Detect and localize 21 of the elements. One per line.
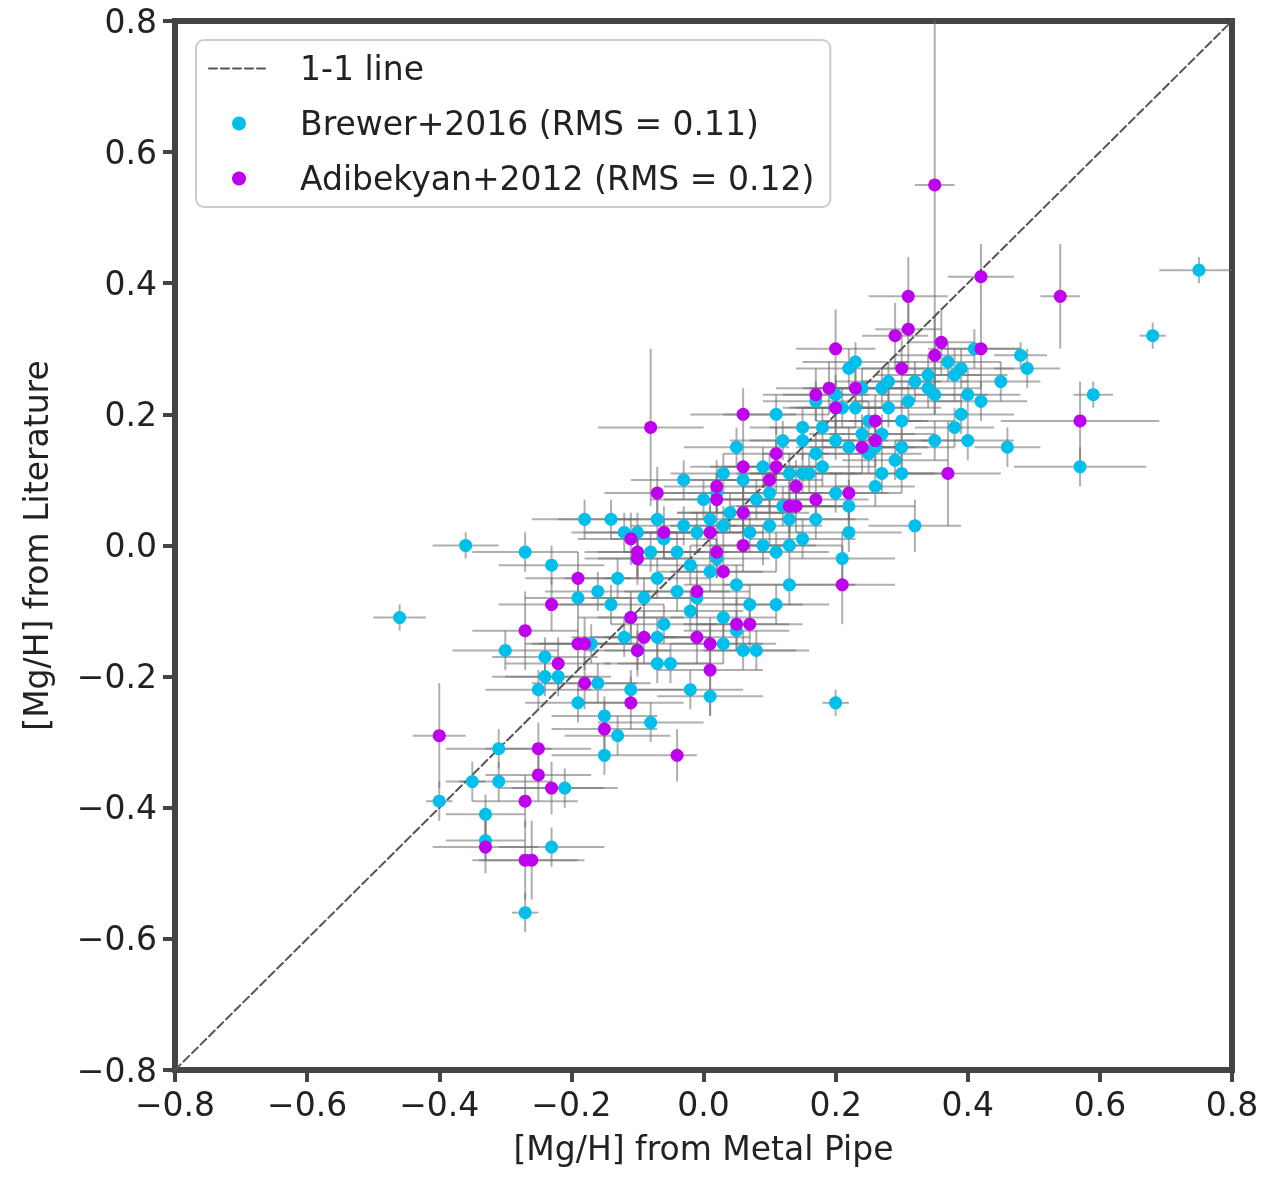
y-tick-label: −0.6 (76, 919, 157, 959)
y-tick-label: −0.2 (76, 657, 157, 697)
x-tick-label: 0.8 (1205, 1085, 1259, 1124)
legend-label: Brewer+2016 (RMS = 0.11) (300, 104, 759, 143)
x-tick-label: −0.6 (267, 1085, 348, 1124)
x-tick-label: 0.4 (941, 1085, 994, 1124)
y-tick-label: 0.6 (104, 132, 157, 172)
y-tick-label: 0.8 (104, 1, 157, 41)
y-axis-title: [Mg/H] from Literature (17, 360, 56, 731)
y-tick-label: −0.4 (76, 788, 157, 828)
y-tick-label: 0.2 (104, 394, 157, 434)
x-tick-label: −0.2 (531, 1085, 612, 1124)
x-tick-label: 0.2 (809, 1085, 862, 1124)
legend-label: 1-1 line (300, 49, 424, 88)
x-axis-title: [Mg/H] from Metal Pipe (513, 1129, 894, 1168)
x-tick-label: 0.0 (677, 1085, 730, 1124)
y-tick-label: 0.0 (104, 526, 157, 565)
legend-label: Adibekyan+2012 (RMS = 0.12) (300, 159, 815, 198)
x-tick-label: 0.6 (1073, 1085, 1127, 1124)
y-tick-label: 0.4 (104, 263, 157, 303)
x-tick-label: −0.4 (399, 1085, 480, 1124)
